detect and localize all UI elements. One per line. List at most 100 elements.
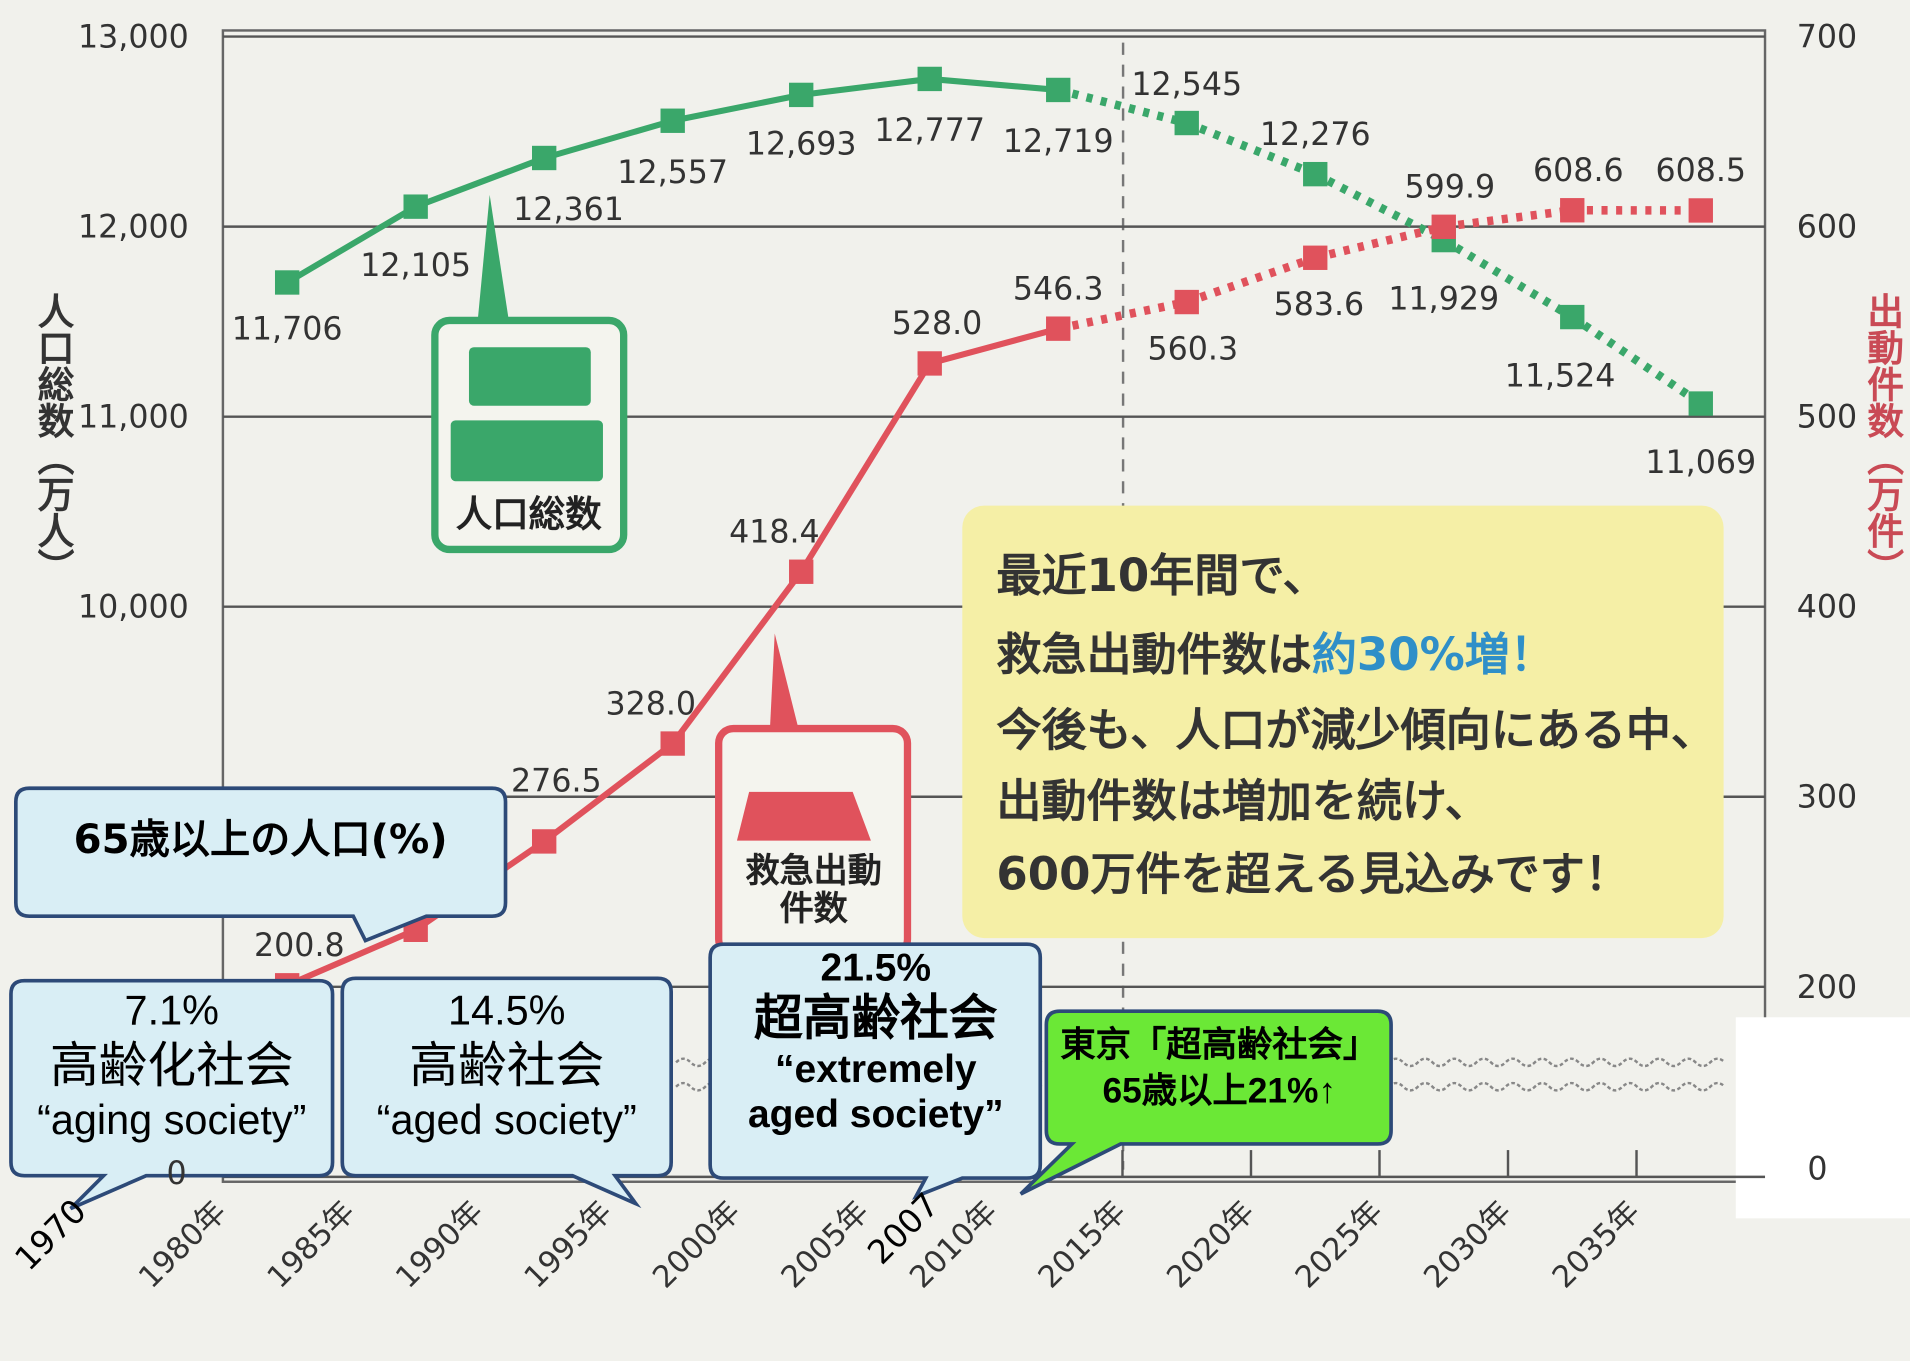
- point: [661, 109, 685, 133]
- message-line: 今後も、人口が減少傾向にある中、: [996, 704, 1716, 757]
- point: [1175, 111, 1199, 135]
- message-line: 救急出動件数は約30%増！: [996, 628, 1554, 681]
- x-tick-label: 2000年: [646, 1194, 747, 1295]
- stage-name: 高齢化社会: [12, 1037, 331, 1096]
- value-label: 328.0: [605, 686, 696, 722]
- y2-break-label: 0: [1807, 1151, 1827, 1187]
- stage-percent: 21.5%: [711, 945, 1040, 990]
- stage-box: 7.1%高齢化社会“aging society”: [12, 987, 331, 1147]
- point: [789, 560, 813, 584]
- callout: [16, 788, 506, 940]
- y2-tick-label: 600: [1797, 210, 1857, 246]
- x-tick-label: 2025年: [1289, 1194, 1390, 1295]
- x-tick-label: 2030年: [1417, 1194, 1518, 1295]
- value-label: 418.4: [729, 515, 820, 551]
- point: [532, 829, 556, 853]
- x-tick-label: 1990年: [389, 1194, 490, 1295]
- tokyo-box: 東京「超高齢社会」65歳以上21%↑: [1048, 1023, 1392, 1115]
- legend-label: 救急出動件数: [741, 853, 887, 928]
- value-label: 11,069: [1645, 445, 1756, 481]
- point: [532, 146, 556, 170]
- x-tick-label: 1980年: [132, 1194, 233, 1295]
- message-line: 最近10年間で、: [996, 549, 1327, 602]
- point: [918, 351, 942, 375]
- stage-box: 14.5%高齢社会“aged society”: [344, 987, 670, 1147]
- y2-axis-label: 出動件数（万件）: [1854, 292, 1908, 584]
- x-tick-label: 2020年: [1160, 1194, 1261, 1295]
- y-break-label: 0: [167, 1156, 187, 1192]
- page: 11,706 12,105 12,36112,557 12,693 12,777 12,7…: [0, 0, 1910, 1356]
- point: [1046, 78, 1070, 102]
- stage-box: 21.5%超高齢社会“extremely aged society”: [711, 945, 1040, 1136]
- y-axis-label: 人口総数（万人）: [24, 292, 78, 584]
- white-patch: [1736, 1017, 1910, 1218]
- ambulance-shape: [737, 792, 871, 841]
- line-segment: [544, 121, 673, 158]
- value-label: 546.3: [1013, 271, 1104, 307]
- value-label: 11,706: [232, 312, 343, 348]
- message-highlight: 約30%増！: [1312, 628, 1555, 681]
- stage-name: 超高齢社会: [711, 990, 1040, 1046]
- tokyo-line: 東京「超高齢社会」: [1048, 1023, 1392, 1069]
- value-label: 12,105: [360, 248, 471, 284]
- line-segment: [801, 363, 930, 571]
- y-tick-label: 13,000: [78, 20, 189, 56]
- point: [1303, 162, 1327, 186]
- y2-tick-label: 300: [1797, 780, 1857, 816]
- chart: 11,706 12,105 12,36112,557 12,693 12,777 12,7…: [0, 0, 1910, 1356]
- point: [1303, 246, 1327, 270]
- point: [403, 194, 427, 218]
- point: [1560, 305, 1584, 329]
- stage-english: “aged society”: [344, 1097, 670, 1148]
- stage-english: “extremely aged society”: [711, 1046, 1040, 1136]
- message-line: 出動件数は増加を続け、: [996, 774, 1489, 827]
- icon-pointer: [477, 195, 509, 323]
- point: [1175, 290, 1199, 314]
- value-label: 200.8: [254, 928, 345, 964]
- y-tick-label: 12,000: [78, 210, 189, 246]
- y2-tick-label: 500: [1797, 400, 1857, 436]
- y2-tick-label: 200: [1797, 970, 1857, 1006]
- icon-pointer: [770, 634, 799, 731]
- x-tick-label: 1995年: [518, 1194, 619, 1295]
- stage-name: 高齢社会: [344, 1037, 670, 1096]
- x-tick-label: 2035年: [1546, 1194, 1647, 1295]
- point: [1560, 198, 1584, 222]
- value-label: 11,524: [1505, 359, 1616, 395]
- value-label: 12,361: [513, 192, 624, 228]
- y-tick-label: 10,000: [78, 590, 189, 626]
- line-segment: [1444, 210, 1573, 227]
- value-label: 12,557: [617, 155, 728, 191]
- value-label: 599.9: [1405, 170, 1496, 206]
- point: [1689, 198, 1713, 222]
- value-label: 276.5: [511, 763, 602, 799]
- value-label: 12,545: [1131, 67, 1242, 103]
- value-label: 608.6: [1533, 153, 1624, 189]
- value-label: 12,693: [746, 127, 857, 163]
- point: [661, 731, 685, 755]
- point: [1432, 215, 1456, 239]
- value-label: 583.6: [1274, 287, 1365, 323]
- y2-tick-label: 700: [1797, 20, 1857, 56]
- x-tick-label: 2015年: [1032, 1194, 1133, 1295]
- point: [1046, 316, 1070, 340]
- message-text: 救急出動件数は: [996, 628, 1311, 681]
- value-label: 12,777: [874, 113, 985, 149]
- line-segment: [1315, 227, 1444, 258]
- value-label: 528.0: [892, 306, 983, 342]
- y-tick-label: 11,000: [78, 400, 189, 436]
- value-label: 608.5: [1655, 153, 1746, 189]
- stage-percent: 14.5%: [344, 987, 670, 1038]
- legend-label: 人口総数: [456, 492, 603, 535]
- message-line: 600万件を超える見込みです！: [996, 847, 1629, 900]
- y2-tick-label: 400: [1797, 590, 1857, 626]
- point: [789, 83, 813, 107]
- value-label: 12,276: [1260, 117, 1371, 153]
- point: [1689, 391, 1713, 415]
- value-label: 12,719: [1003, 124, 1114, 160]
- point: [918, 67, 942, 91]
- line-segment: [801, 79, 930, 95]
- value-label: 11,929: [1388, 282, 1499, 318]
- x-tick-label: 1985年: [261, 1194, 362, 1295]
- line-segment: [930, 79, 1059, 90]
